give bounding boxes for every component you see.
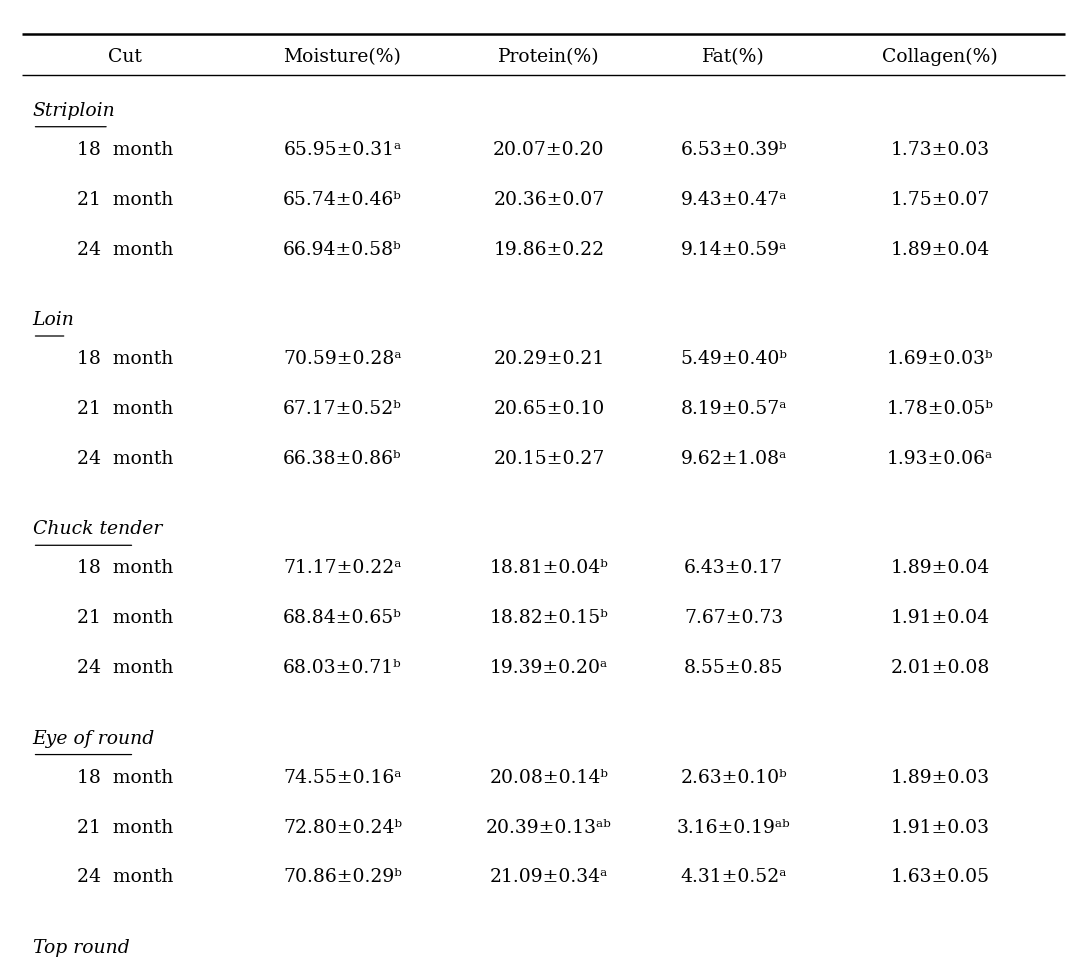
Text: 9.14±0.59ᵃ: 9.14±0.59ᵃ (680, 241, 787, 258)
Text: 1.75±0.07: 1.75±0.07 (890, 191, 990, 208)
Text: 21  month: 21 month (77, 610, 173, 627)
Text: 67.17±0.52ᵇ: 67.17±0.52ᵇ (283, 400, 402, 418)
Text: 24  month: 24 month (77, 660, 173, 677)
Text: 3.16±0.19ᵃᵇ: 3.16±0.19ᵃᵇ (677, 819, 790, 836)
Text: Cut: Cut (108, 48, 142, 66)
Text: 74.55±0.16ᵃ: 74.55±0.16ᵃ (283, 769, 402, 786)
Text: 20.08±0.14ᵇ: 20.08±0.14ᵇ (489, 769, 609, 786)
Text: 70.59±0.28ᵃ: 70.59±0.28ᵃ (283, 350, 402, 368)
Text: 72.80±0.24ᵇ: 72.80±0.24ᵇ (283, 819, 402, 836)
Text: 8.19±0.57ᵃ: 8.19±0.57ᵃ (680, 400, 787, 418)
Text: 1.93±0.06ᵃ: 1.93±0.06ᵃ (887, 450, 994, 468)
Text: Loin: Loin (33, 311, 75, 329)
Text: 24  month: 24 month (77, 869, 173, 886)
Text: 1.89±0.04: 1.89±0.04 (890, 241, 990, 258)
Text: Chuck tender: Chuck tender (33, 520, 162, 539)
Text: 19.39±0.20ᵃ: 19.39±0.20ᵃ (490, 660, 608, 677)
Text: 21  month: 21 month (77, 400, 173, 418)
Text: 66.94±0.58ᵇ: 66.94±0.58ᵇ (283, 241, 402, 258)
Text: 18.81±0.04ᵇ: 18.81±0.04ᵇ (489, 560, 609, 577)
Text: 24  month: 24 month (77, 450, 173, 468)
Text: 1.89±0.03: 1.89±0.03 (890, 769, 990, 786)
Text: 20.65±0.10: 20.65±0.10 (493, 400, 604, 418)
Text: Top round: Top round (33, 939, 129, 957)
Text: Collagen(%): Collagen(%) (883, 48, 998, 66)
Text: 2.01±0.08: 2.01±0.08 (890, 660, 990, 677)
Text: 71.17±0.22ᵃ: 71.17±0.22ᵃ (283, 560, 402, 577)
Text: 21.09±0.34ᵃ: 21.09±0.34ᵃ (490, 869, 608, 886)
Text: 20.15±0.27: 20.15±0.27 (493, 450, 604, 468)
Text: 1.91±0.04: 1.91±0.04 (890, 610, 990, 627)
Text: Striploin: Striploin (33, 102, 115, 120)
Text: 68.03±0.71ᵇ: 68.03±0.71ᵇ (283, 660, 402, 677)
Text: 68.84±0.65ᵇ: 68.84±0.65ᵇ (283, 610, 402, 627)
Text: 6.53±0.39ᵇ: 6.53±0.39ᵇ (680, 141, 787, 158)
Text: 65.74±0.46ᵇ: 65.74±0.46ᵇ (283, 191, 402, 208)
Text: 19.86±0.22: 19.86±0.22 (493, 241, 604, 258)
Text: 1.73±0.03: 1.73±0.03 (890, 141, 990, 158)
Text: 1.91±0.03: 1.91±0.03 (890, 819, 990, 836)
Text: 18  month: 18 month (77, 141, 173, 158)
Text: Fat(%): Fat(%) (702, 48, 765, 66)
Text: 66.38±0.86ᵇ: 66.38±0.86ᵇ (283, 450, 402, 468)
Text: 20.07±0.20: 20.07±0.20 (493, 141, 604, 158)
Text: 7.67±0.73: 7.67±0.73 (684, 610, 784, 627)
Text: 18  month: 18 month (77, 560, 173, 577)
Text: 24  month: 24 month (77, 241, 173, 258)
Text: 20.29±0.21: 20.29±0.21 (493, 350, 604, 368)
Text: 6.43±0.17: 6.43±0.17 (684, 560, 784, 577)
Text: 65.95±0.31ᵃ: 65.95±0.31ᵃ (284, 141, 401, 158)
Text: 18  month: 18 month (77, 350, 173, 368)
Text: 21  month: 21 month (77, 819, 173, 836)
Text: 18.82±0.15ᵇ: 18.82±0.15ᵇ (489, 610, 609, 627)
Text: 20.36±0.07: 20.36±0.07 (493, 191, 604, 208)
Text: Protein(%): Protein(%) (498, 48, 600, 66)
Text: 4.31±0.52ᵃ: 4.31±0.52ᵃ (680, 869, 787, 886)
Text: 20.39±0.13ᵃᵇ: 20.39±0.13ᵃᵇ (486, 819, 612, 836)
Text: 18  month: 18 month (77, 769, 173, 786)
Text: 1.89±0.04: 1.89±0.04 (890, 560, 990, 577)
Text: 9.43±0.47ᵃ: 9.43±0.47ᵃ (680, 191, 787, 208)
Text: 5.49±0.40ᵇ: 5.49±0.40ᵇ (680, 350, 787, 368)
Text: 2.63±0.10ᵇ: 2.63±0.10ᵇ (680, 769, 787, 786)
Text: 21  month: 21 month (77, 191, 173, 208)
Text: Eye of round: Eye of round (33, 730, 154, 748)
Text: 8.55±0.85: 8.55±0.85 (684, 660, 784, 677)
Text: 70.86±0.29ᵇ: 70.86±0.29ᵇ (283, 869, 402, 886)
Text: 1.78±0.05ᵇ: 1.78±0.05ᵇ (887, 400, 994, 418)
Text: 9.62±1.08ᵃ: 9.62±1.08ᵃ (680, 450, 787, 468)
Text: 1.69±0.03ᵇ: 1.69±0.03ᵇ (887, 350, 994, 368)
Text: 1.63±0.05: 1.63±0.05 (890, 869, 990, 886)
Text: Moisture(%): Moisture(%) (284, 48, 401, 66)
